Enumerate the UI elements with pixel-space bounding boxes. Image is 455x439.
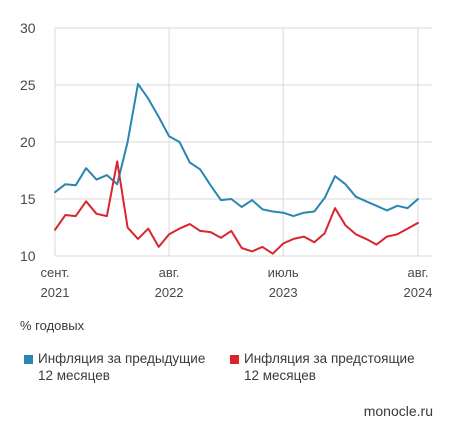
x-tick-month: авг. [408,265,429,280]
source-credit: monocle.ru [363,403,433,419]
legend-item-previous: Инфляция за предыдущие 12 месяцев [24,350,224,386]
y-tick-label: 10 [20,248,36,264]
y-tick-label: 20 [20,134,36,150]
legend-swatch-upcoming [230,355,239,364]
legend-swatch-previous [24,355,33,364]
y-tick-label: 25 [20,77,36,93]
x-tick-year: 2023 [269,285,298,300]
x-tick-year: 2024 [404,285,433,300]
x-tick-year: 2021 [41,285,70,300]
y-axis-ticks: 10 15 20 25 30 [20,20,36,264]
gridlines [54,27,432,257]
line-chart: 10 15 20 25 30 сент. 2021 авг. 2022 июль 2023 авг.… [20,20,432,300]
series-line-previous [54,82,419,218]
x-axis-ticks: сент. 2021 авг. 2022 июль 2023 авг. 2024 [40,265,432,300]
legend-label-upcoming: Инфляция за предстоящие 12 месяцев [244,351,415,383]
series-line-upcoming [54,160,419,255]
legend-label-previous: Инфляция за предыдущие 12 месяцев [38,351,206,383]
y-unit-label: % годовых [20,318,85,333]
x-tick-year: 2022 [155,285,184,300]
y-tick-label: 15 [20,191,36,207]
legend-item-upcoming: Инфляция за предстоящие 12 месяцев [230,350,440,386]
x-tick-month: июль [268,265,299,280]
series-lines [54,82,419,255]
x-tick-month: сент. [40,265,69,280]
y-tick-label: 30 [20,20,36,36]
x-tick-month: авг. [159,265,180,280]
